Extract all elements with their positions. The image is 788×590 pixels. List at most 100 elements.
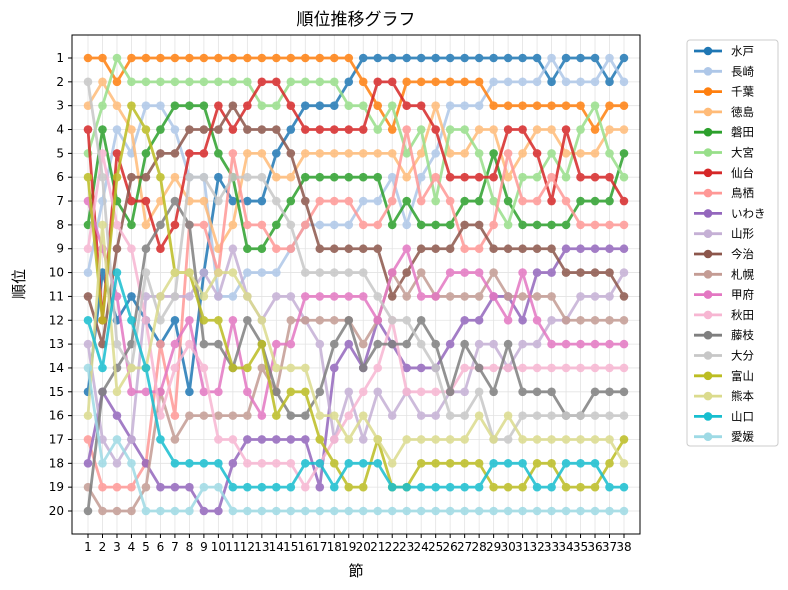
x-tick-label: 28 [471,540,486,554]
data-point [156,506,165,516]
data-point [170,268,180,277]
data-point [416,53,426,63]
data-point [460,101,469,110]
data-point [489,387,498,397]
data-point [344,220,354,230]
data-point [141,363,151,373]
data-point [416,268,426,277]
legend-label: 磐田 [731,125,754,139]
data-point [445,220,455,230]
legend-label: 大分 [731,349,754,363]
legend-swatch-marker [703,127,713,137]
data-point [605,220,614,230]
data-point [373,459,383,468]
data-point [286,435,296,444]
legend-swatch-marker [703,87,713,96]
data-point [387,125,397,134]
legend-swatch-marker [703,432,713,442]
data-point [286,292,296,301]
data-point [373,125,383,134]
data-point [460,172,469,182]
data-point [127,77,136,87]
data-point [170,435,180,444]
data-point [214,149,223,158]
data-point [329,172,339,182]
data-point [532,220,542,230]
data-point [170,459,180,468]
data-point [431,172,440,182]
legend-swatch-marker [703,330,713,340]
data-point [300,149,310,158]
data-point [199,220,209,230]
data-point [170,220,180,230]
data-point [300,172,310,182]
data-point [460,220,469,230]
x-axis-label: 節 [348,562,363,580]
data-point [518,268,527,277]
data-point [272,292,281,301]
data-point [344,411,354,420]
data-point [214,387,223,397]
data-point [503,149,513,158]
data-point [185,506,194,516]
data-point [83,363,93,373]
data-point [257,53,267,63]
data-point [460,125,469,134]
data-point [358,387,368,397]
data-point [156,292,165,301]
data-point [561,459,571,468]
data-point [503,482,513,492]
data-point [243,196,252,206]
data-point [532,125,542,134]
legend-swatch-marker [703,371,713,381]
data-point [416,125,426,134]
data-point [561,196,571,206]
data-point [518,149,527,158]
data-point [590,53,600,63]
data-point [460,482,469,492]
data-point [243,125,252,134]
data-point [605,196,614,206]
series-山口 [83,268,629,492]
data-point [358,149,368,158]
data-point [474,315,484,325]
data-point [329,506,339,516]
legend-item: いわき [694,206,766,220]
data-point [576,149,585,158]
data-point [228,101,238,110]
data-point [561,220,571,230]
data-point [402,172,412,182]
data-point [373,149,383,158]
data-point [257,172,267,182]
data-point [576,125,585,134]
data-point [373,220,383,230]
data-point [185,220,194,230]
data-point [214,411,223,420]
data-point [286,149,296,158]
x-tick-label: 17 [312,540,327,554]
data-point [503,339,513,349]
data-point [416,482,426,492]
data-point [518,482,527,492]
data-point [532,506,542,516]
data-point [387,53,397,63]
data-point [344,315,354,325]
legend-label: 山形 [731,227,754,241]
x-tick-label: 22 [385,540,400,554]
data-point [474,292,484,301]
data-point [561,125,571,134]
data-point [358,244,368,254]
data-point [416,196,426,206]
data-point [532,411,542,420]
data-point [373,172,383,182]
data-point [474,268,484,277]
data-point [199,387,209,397]
data-point [503,506,513,516]
data-point [170,411,180,420]
data-point [286,315,296,325]
data-point [561,506,571,516]
data-point [474,220,484,230]
data-point [214,125,223,134]
data-point [272,101,281,110]
